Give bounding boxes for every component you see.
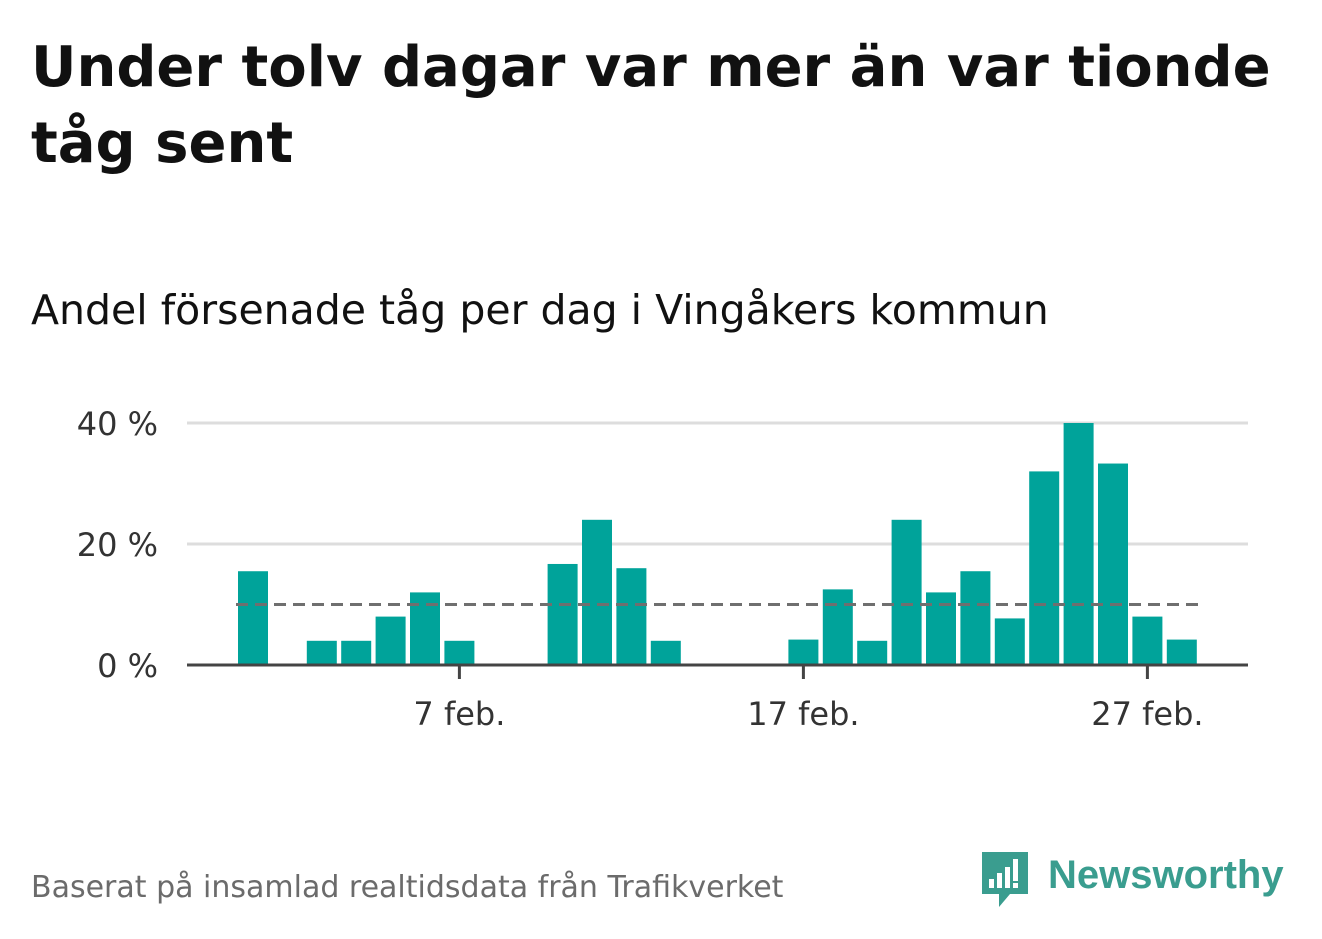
bar: 19 feb.: 4 % [857,640,888,665]
bar: 5 feb.: 8 % [375,616,406,665]
x-tick-label: 17 feb. [747,695,859,733]
bar: 12 feb.: 16 % [616,568,647,665]
bar: 11 feb.: 24 % [582,519,612,665]
bar-series: 1 feb.: 15.5 % 3 feb.: 4 %4 feb.: 4 %5 fe… [238,423,1197,665]
bar: 23 feb.: 7.7 % [994,618,1025,665]
chart-title: Under tolv dagar var mer än var tionde t… [31,35,1271,176]
bar: 10 feb.: 16.7 % [547,563,578,665]
x-axis-ticks: 7 feb. 17 feb. 27 feb. [413,665,1204,733]
bar: 26 feb.: 33.3 % [1098,463,1128,665]
bar: 3 feb.: 4 % [306,640,337,665]
source-note: Baserat på insamlad realtidsdata från Tr… [31,870,784,905]
bar: 25 feb.: 40 % [1063,423,1094,665]
bar: 1 feb.: 15.5 % [238,571,268,665]
y-tick-label: 0 % [97,647,158,685]
x-tick-label: 7 feb. [413,695,505,733]
bar: 7 feb.: 4 % [444,640,475,665]
y-axis-ticks: 0 % 20 % 40 % [77,405,158,685]
logo-wordmark: Newsworthy [1048,853,1284,897]
chart-subtitle: Andel försenade tåg per dag i Vingåkers … [31,286,1049,334]
bar: 4 feb.: 4 % [341,640,372,665]
bar: 20 feb.: 24 % [891,519,922,665]
bar: 18 feb.: 12.5 % [822,589,853,665]
y-tick-label: 40 % [77,405,158,443]
chat-bubble-bar-chart-icon [982,852,1028,907]
bar: 28 feb.: 4.2 % [1166,639,1197,665]
bar: 27 feb.: 8 % [1132,616,1163,665]
bar-chart: 1 feb.: 15.5 % 3 feb.: 4 %4 feb.: 4 %5 fe… [77,405,1248,733]
x-tick-label: 27 feb. [1091,695,1203,733]
bar: 17 feb.: 4.2 % [788,639,819,665]
y-tick-label: 20 % [77,526,158,564]
bar: 24 feb.: 32 % [1029,471,1060,665]
bar: 13 feb.: 4 % [650,640,681,665]
bar: 22 feb.: 15.5 % [960,571,991,665]
